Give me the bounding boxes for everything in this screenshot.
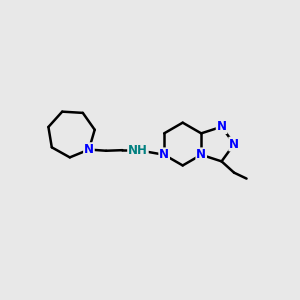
- Text: NH: NH: [128, 144, 148, 157]
- Text: N: N: [196, 148, 206, 161]
- Text: N: N: [159, 148, 169, 161]
- Text: N: N: [217, 120, 226, 133]
- Text: N: N: [84, 143, 94, 156]
- Text: N: N: [229, 138, 239, 151]
